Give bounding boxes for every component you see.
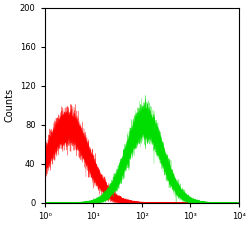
Y-axis label: Counts: Counts xyxy=(4,88,14,122)
